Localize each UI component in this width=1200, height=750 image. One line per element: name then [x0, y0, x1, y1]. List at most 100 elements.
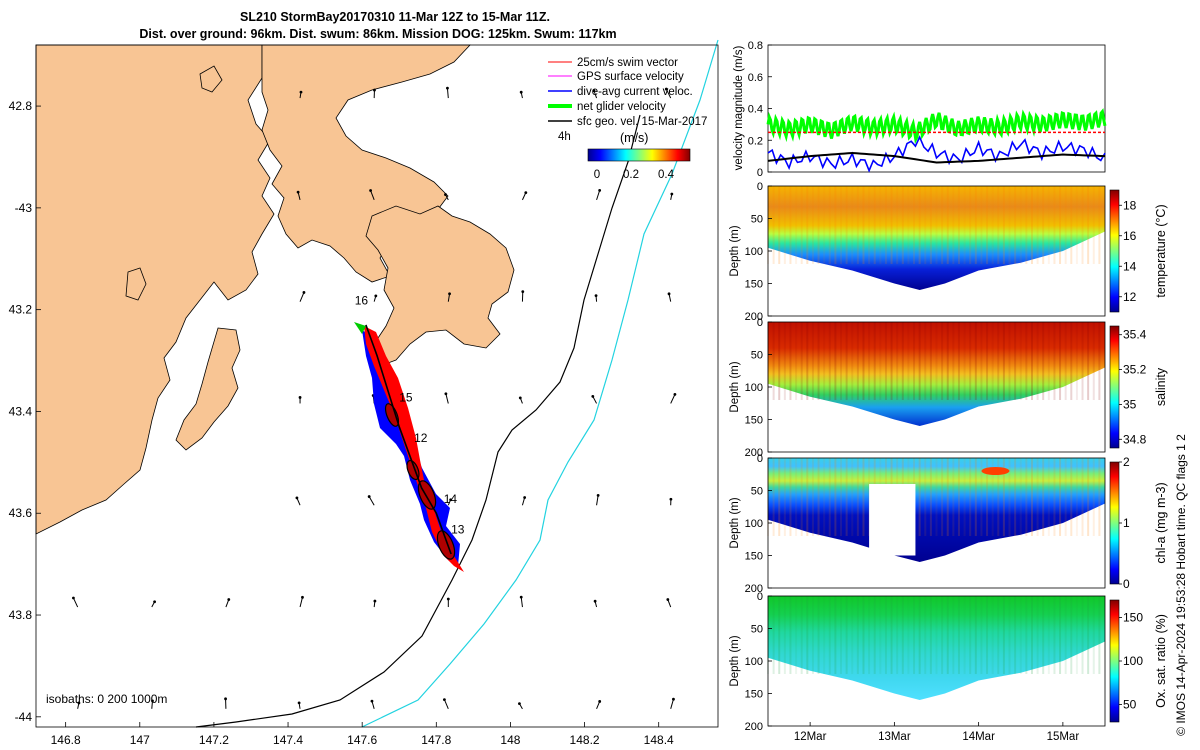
- geo-arrow-head: [448, 292, 451, 296]
- section-field: [768, 186, 1105, 290]
- geo-arrow-head: [444, 193, 447, 196]
- section-ytick-label: 200: [745, 721, 763, 733]
- geo-arrow-head: [442, 698, 446, 702]
- colorbar-units: (m/s): [620, 131, 648, 145]
- map-ytick-label: 42.8: [9, 99, 33, 113]
- velocity-ytick-label: 0.2: [748, 135, 763, 147]
- geo-arrow: [445, 393, 449, 404]
- section-ytick-label: 200: [745, 583, 763, 595]
- section-xtick-label: 13Mar: [878, 731, 911, 743]
- day-labels: 16 15 12 14 13: [355, 294, 465, 537]
- section-field: [768, 458, 1105, 562]
- section-colorbar: [1109, 599, 1120, 723]
- section-ytick-label: 50: [751, 486, 763, 498]
- colorbar-tick-label: 35.2: [1123, 363, 1147, 377]
- map-xtick-label: 147: [130, 733, 150, 747]
- legend-label-geo: sfc geo. vel. 15-Mar-2017: [577, 116, 707, 128]
- title-line-2: Dist. over ground: 96km. Dist. swum: 86k…: [139, 27, 616, 41]
- section-ytick-label: 0: [757, 453, 763, 465]
- map-ytick-label: 43.8: [9, 608, 33, 622]
- section-ytick-label: 150: [745, 689, 763, 701]
- map-ytick-label: 43.2: [9, 303, 33, 317]
- velocity-ytick-label: 0.6: [748, 72, 763, 84]
- section-colorbar-label: temperature (°C): [1154, 204, 1168, 297]
- colorbar-tick-label: 35.4: [1123, 328, 1147, 342]
- colorbar-tick-label: 50: [1123, 698, 1137, 712]
- map-axes-frame: [35, 44, 719, 728]
- section-ytick-label: 0: [757, 591, 763, 603]
- geo-arrow-head: [523, 496, 527, 499]
- map-xtick-label: 147.8: [421, 733, 451, 747]
- geostrophic-arrows: [72, 86, 677, 710]
- colorbar-tick-label: 150: [1123, 610, 1143, 624]
- map-x-axis: 146.8 147 147.2 147.4 147.6 147.8 148 148.2 148.…: [51, 722, 674, 747]
- geo-arrow-head: [449, 498, 453, 502]
- geo-arrow-head: [446, 86, 449, 90]
- geo-arrow: [520, 597, 523, 608]
- isobath-1000m: [361, 39, 719, 728]
- section-ytick-label: 200: [745, 447, 763, 459]
- section-ytick-label: 100: [745, 382, 763, 394]
- geo-arrow-head: [373, 88, 376, 92]
- geo-arrow: [443, 699, 449, 710]
- section-chl-max: [981, 467, 1010, 475]
- legend-label-net: net glider velocity: [577, 101, 666, 113]
- geo-arrow-head: [664, 87, 668, 91]
- section-field: [768, 322, 1105, 426]
- velocity-panel: 0 0.2 0.4 0.6 0.8 velocity magnitude (m/s): [733, 40, 1107, 179]
- geo-arrow: [446, 88, 449, 99]
- section-colorbar: [1109, 461, 1120, 585]
- geo-arrow-head: [672, 697, 675, 701]
- day-label: 12: [414, 431, 428, 445]
- land-island-north: [199, 65, 223, 93]
- geo-arrow-head: [593, 599, 597, 603]
- legend-label-current: dive-avg current veloc.: [577, 86, 693, 98]
- colorbar-tick-0: 0: [594, 169, 600, 181]
- geo-arrow-head: [302, 291, 306, 294]
- geo-arrow-head: [596, 493, 600, 497]
- section-ylabel: Depth (m): [729, 225, 741, 276]
- net-velocity-start: [354, 322, 366, 334]
- legend-label-swim: 25cm/s swim vector: [577, 57, 678, 69]
- section-ytick-label: 100: [745, 656, 763, 668]
- geo-arrow-head: [373, 599, 377, 603]
- geo-arrow-head: [151, 699, 154, 703]
- day-label: 16: [355, 294, 369, 308]
- land-island-small: [125, 267, 147, 301]
- map-xtick-label: 147.6: [347, 733, 377, 747]
- colorbar-tick-label: 100: [1123, 654, 1143, 668]
- section-panel-oxygen-saturation: 0 50 100 150 200 Depth (m) 50 100 150 Ox. sat. ra…: [729, 591, 1168, 743]
- geo-arrow-head: [299, 90, 303, 94]
- section-colorbar-label: Ox. sat. ratio (%): [1154, 614, 1168, 708]
- section-panel-chl-a: 0 50 100 150 200 Depth (m) 0 1 2 chl-a (mg m-3): [729, 453, 1168, 595]
- day-label: 14: [444, 492, 458, 506]
- map-xtick-label: 147.4: [273, 733, 303, 747]
- geo-arrow-head: [446, 597, 450, 601]
- colorbar-tick-label: 0: [1123, 577, 1130, 591]
- geo-arrow-head: [297, 701, 301, 705]
- geo-arrow-head: [524, 191, 528, 195]
- geo-arrow-head: [367, 495, 371, 498]
- geo-arrow: [670, 699, 674, 709]
- velocity-series: [766, 108, 1107, 173]
- geo-arrow: [299, 292, 305, 302]
- colorbar-tick-label: 1: [1123, 516, 1130, 530]
- colorbar-tick-label: 16: [1123, 229, 1137, 243]
- velocity-y-axis: 0 0.2 0.4 0.6 0.8: [748, 40, 772, 179]
- geo-arrow-head: [519, 90, 523, 94]
- map-ytick-label: -43: [15, 201, 33, 215]
- colorbar-tick-label: 14: [1123, 259, 1137, 273]
- section-ylabel: Depth (m): [729, 361, 741, 412]
- section-ytick-label: 50: [751, 214, 763, 226]
- section-colorbar-label: salinity: [1154, 367, 1168, 406]
- colorbar-tick-2: 0.4: [658, 169, 675, 181]
- geo-arrow-head: [296, 190, 300, 194]
- map-xtick-label: 146.8: [51, 733, 81, 747]
- geo-arrow-head: [673, 392, 677, 396]
- land-tasman-peninsula: [365, 205, 515, 367]
- isobath-200m: [195, 114, 641, 728]
- colorbar-tick-label: 34.8: [1123, 432, 1147, 446]
- section-ytick-label: 50: [751, 350, 763, 362]
- geo-arrow: [596, 495, 599, 506]
